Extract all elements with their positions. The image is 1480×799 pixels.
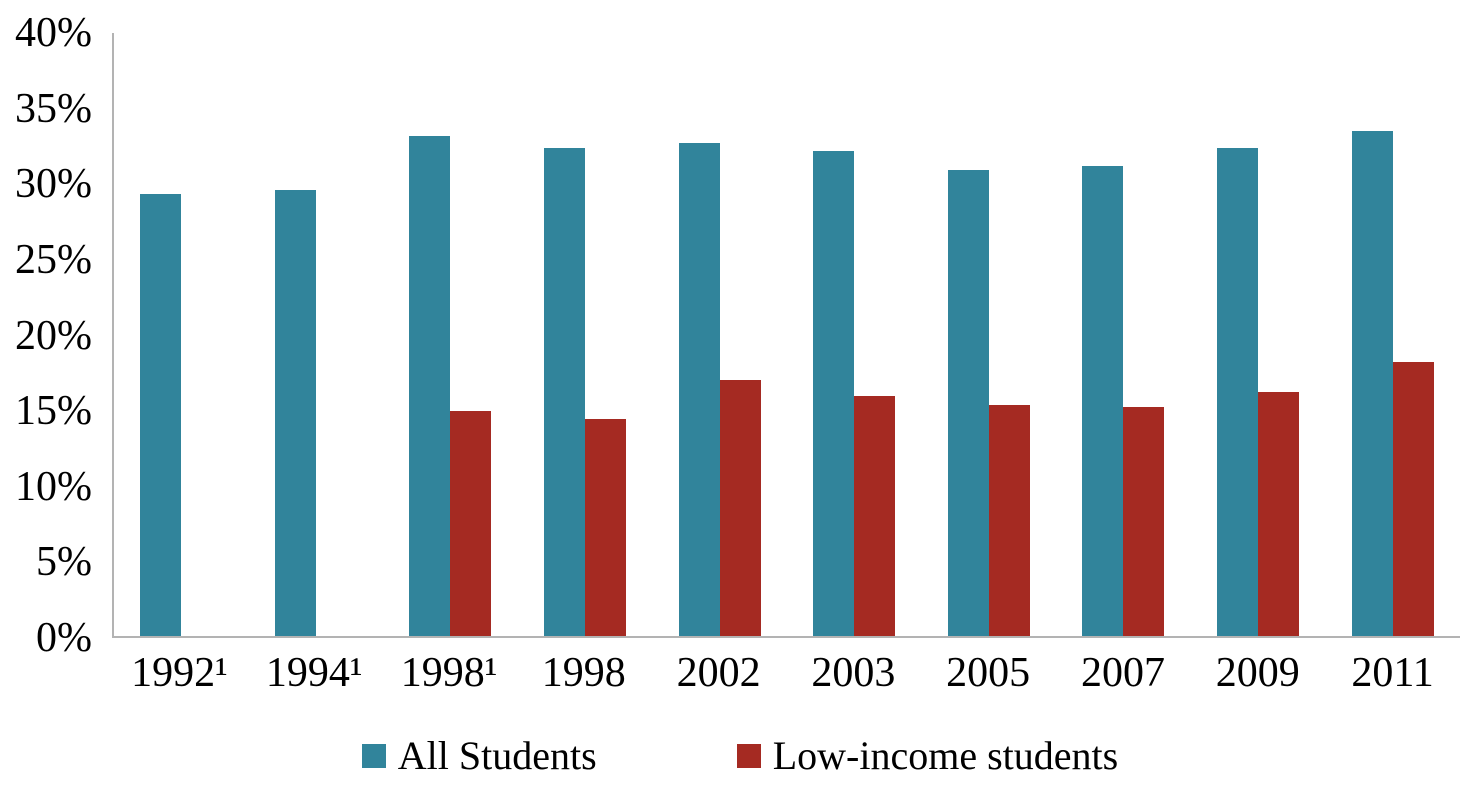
y-tick-label: 30%	[15, 161, 92, 208]
bar-low-income	[450, 411, 492, 636]
bar-group	[787, 33, 922, 636]
bar-all-students	[140, 194, 182, 636]
bar-group	[114, 33, 249, 636]
bar-group	[518, 33, 653, 636]
bar-all-students	[678, 143, 720, 636]
bar-group	[1191, 33, 1326, 636]
bar-all-students	[274, 189, 316, 636]
bar-all-students	[409, 135, 451, 636]
x-tick-label: 1992¹	[131, 650, 228, 696]
bar-all-students	[1082, 165, 1124, 636]
bar-group	[1056, 33, 1191, 636]
x-tick-label: 1998¹	[400, 650, 498, 696]
y-tick-label: 15%	[15, 388, 92, 435]
bar-all-students	[947, 170, 989, 636]
bar-low-income	[854, 396, 896, 636]
legend-item: Low-income students	[736, 733, 1119, 778]
bar-all-students	[813, 150, 855, 636]
bar-all-students	[544, 147, 586, 636]
bar-group	[383, 33, 518, 636]
bar-low-income	[1392, 361, 1434, 636]
x-tick-label: 2002	[676, 650, 761, 696]
bar-group	[249, 33, 384, 636]
y-tick-label: 0%	[36, 615, 92, 661]
x-tick-label: 2005	[946, 650, 1031, 696]
x-tick-label: 2009	[1215, 650, 1300, 696]
legend-swatch	[736, 744, 761, 768]
bar-low-income	[988, 405, 1030, 636]
y-tick-label: 20%	[15, 312, 92, 359]
bar-low-income	[1258, 391, 1300, 636]
bar-group	[652, 33, 787, 636]
x-tick-label: 1994¹	[265, 650, 363, 696]
y-tick-label: 5%	[36, 539, 92, 586]
y-tick-label: 25%	[15, 236, 92, 283]
x-axis: 1992¹ 1994¹ 1998¹ 1998 2002 2003 2005 2007 2009 2…	[112, 652, 1460, 694]
bar-low-income	[719, 379, 761, 636]
legend-label: Low-income students	[772, 733, 1119, 778]
bar-low-income	[585, 418, 627, 636]
legend: All Students Low-income students	[0, 736, 1480, 776]
x-tick-label: 2007	[1080, 650, 1165, 696]
x-tick-label: 2003	[811, 650, 896, 696]
legend-swatch	[361, 744, 386, 768]
x-tick-label: 2011	[1351, 650, 1434, 696]
legend-item: All Students	[361, 733, 597, 778]
bar-all-students	[1217, 147, 1259, 636]
bar-all-students	[1351, 131, 1393, 636]
legend-label: All Students	[397, 733, 597, 778]
y-tick-label: 35%	[15, 85, 92, 132]
y-tick-label: 10%	[15, 463, 92, 510]
y-tick-label: 40%	[15, 10, 92, 56]
plot-area	[112, 33, 1460, 638]
bar-group	[1325, 33, 1460, 636]
bar-low-income	[1123, 406, 1165, 636]
bars	[114, 33, 1460, 636]
y-axis: 0% 5% 10% 15% 20% 25% 30% 35% 40%	[0, 12, 96, 659]
x-tick-label: 1998	[541, 650, 626, 696]
bar-group	[922, 33, 1057, 636]
